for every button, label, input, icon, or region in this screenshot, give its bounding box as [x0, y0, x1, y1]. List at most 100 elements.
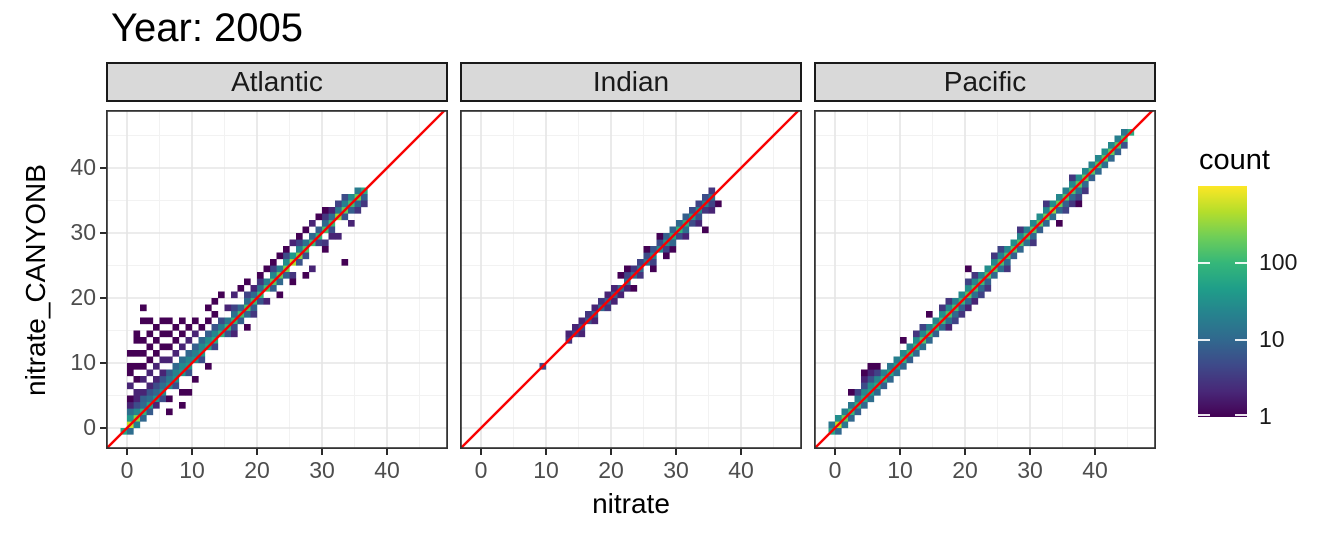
bin-tile [159, 356, 167, 364]
x-tick-label: 40 [374, 457, 400, 483]
bin-tile [991, 252, 998, 260]
bin-tile [302, 239, 310, 247]
bin-tile [276, 278, 284, 286]
bin-tile [604, 304, 612, 312]
x-tick-mark [255, 449, 258, 455]
bin-tile [153, 324, 160, 331]
bin-tile [198, 343, 206, 351]
x-tick-label: 30 [1017, 457, 1043, 483]
bin-tile [335, 207, 342, 214]
bin-tile [244, 291, 251, 299]
x-tick-mark [674, 449, 677, 455]
colorbar-tick-mark [1198, 414, 1210, 416]
y-tick-mark [100, 167, 106, 169]
bin-tile [578, 317, 586, 325]
bin-tile [874, 369, 881, 377]
x-tick-label: 10 [179, 457, 205, 483]
bin-tile [159, 343, 167, 351]
bin-tile [835, 428, 842, 435]
bin-tile [218, 291, 225, 299]
bin-tile [198, 324, 206, 331]
colorbar-tick-mark [1198, 339, 1210, 341]
x-tick-mark [833, 449, 836, 455]
bin-tile [861, 402, 868, 409]
bin-tile [965, 278, 972, 286]
bin-tile [309, 265, 316, 273]
colorbar-tick-mark [1235, 262, 1247, 264]
bin-tile [676, 220, 683, 227]
bin-tile [276, 265, 284, 273]
bin-tile [283, 252, 290, 260]
bin-tile [309, 233, 316, 240]
bin-tile [637, 259, 644, 266]
bin-tile [663, 252, 670, 260]
bin-tile [630, 265, 638, 273]
bin-tile [1036, 226, 1044, 234]
x-tick-mark [190, 449, 193, 455]
x-tick-mark [125, 449, 128, 455]
identity-line [814, 110, 1155, 449]
bin-tile [861, 382, 868, 390]
x-tick-mark [898, 449, 901, 455]
bin-tile [192, 317, 199, 325]
bin-tile [1062, 200, 1070, 208]
bin-tile [348, 194, 355, 201]
x-tick-mark [1093, 449, 1096, 455]
x-tick-label: 0 [120, 457, 134, 483]
bin-tile [585, 311, 592, 318]
x-tick-mark [544, 449, 547, 455]
bin-tile [146, 382, 154, 390]
x-tick-mark [1028, 449, 1031, 455]
bin-tile [263, 278, 271, 286]
bin-tile [1069, 200, 1076, 208]
bin-tile [695, 213, 703, 221]
bin-tile [140, 395, 147, 403]
bin-tile [913, 337, 920, 344]
bin-tile [231, 324, 238, 331]
panel-border [106, 110, 448, 449]
bin-tile [270, 259, 277, 266]
bin-tile [1088, 161, 1096, 169]
bin-tile [887, 363, 894, 370]
bin-tile [1043, 200, 1050, 208]
bin-tile [682, 213, 690, 221]
bin-tile [185, 389, 193, 396]
bin-tile [1095, 168, 1102, 175]
bin-tile [617, 291, 625, 299]
bin-tile [218, 324, 225, 331]
bin-tile [958, 291, 966, 299]
bin-tile [283, 246, 290, 253]
bin-tile [341, 200, 349, 208]
bin-tile [153, 382, 160, 390]
bin-tile [205, 337, 212, 344]
bin-tile [153, 350, 160, 357]
x-tick-label: 20 [952, 457, 978, 483]
bin-tile [244, 298, 251, 305]
panel-border [460, 110, 802, 449]
bin-tile [991, 259, 998, 266]
bin-tile [296, 246, 303, 253]
bin-tile [984, 265, 992, 273]
bin-tile [708, 207, 716, 214]
bin-tile [1017, 246, 1024, 253]
bin-tile [140, 376, 147, 383]
bin-tile [341, 213, 349, 221]
bin-tile [1075, 200, 1083, 208]
bin-tile [335, 233, 342, 240]
bin-tile [900, 363, 907, 370]
bin-tile [702, 194, 709, 201]
bin-tile [611, 285, 618, 292]
bin-tile [676, 233, 683, 240]
bin-tile [880, 382, 888, 390]
bin-tile [689, 207, 696, 214]
bin-tile [257, 298, 264, 305]
y-tick-label: 0 [83, 414, 96, 440]
bin-tile [257, 278, 264, 286]
bin-tile [153, 363, 160, 370]
bin-tile [867, 363, 875, 370]
bin-tile [166, 343, 173, 351]
bin-tile [978, 272, 985, 279]
bin-tile [159, 330, 167, 338]
bin-tile [354, 207, 362, 214]
